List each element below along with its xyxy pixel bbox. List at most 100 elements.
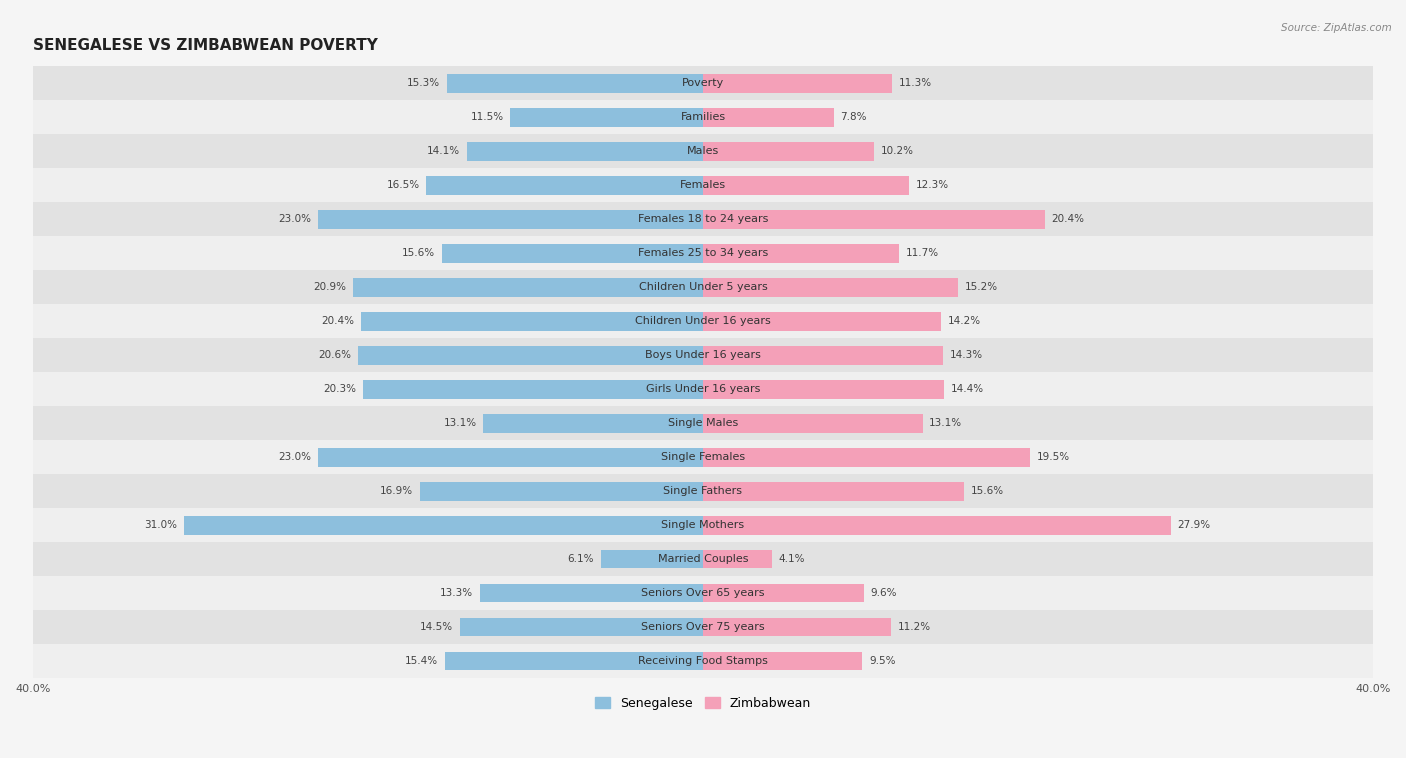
Bar: [479, 584, 703, 603]
Bar: [703, 380, 945, 399]
Bar: [32, 508, 1374, 542]
Text: 14.4%: 14.4%: [950, 384, 984, 394]
Text: 6.1%: 6.1%: [568, 554, 595, 564]
Bar: [184, 515, 703, 534]
Text: 14.1%: 14.1%: [427, 146, 460, 156]
Text: 13.1%: 13.1%: [444, 418, 477, 428]
Bar: [353, 278, 703, 296]
Text: Families: Families: [681, 112, 725, 122]
Bar: [703, 108, 834, 127]
Text: Single Fathers: Single Fathers: [664, 486, 742, 496]
Bar: [32, 610, 1374, 644]
Text: 4.1%: 4.1%: [779, 554, 804, 564]
Bar: [467, 142, 703, 161]
Text: Children Under 16 years: Children Under 16 years: [636, 316, 770, 326]
Text: Single Males: Single Males: [668, 418, 738, 428]
Text: Females 18 to 24 years: Females 18 to 24 years: [638, 215, 768, 224]
Text: 11.5%: 11.5%: [471, 112, 503, 122]
Text: 31.0%: 31.0%: [143, 520, 177, 530]
Text: 23.0%: 23.0%: [278, 215, 311, 224]
Bar: [361, 312, 703, 330]
Bar: [318, 448, 703, 466]
Text: Married Couples: Married Couples: [658, 554, 748, 564]
Bar: [32, 338, 1374, 372]
Text: 20.4%: 20.4%: [1052, 215, 1084, 224]
Bar: [32, 100, 1374, 134]
Text: Single Mothers: Single Mothers: [661, 520, 745, 530]
Bar: [363, 380, 703, 399]
Bar: [32, 304, 1374, 338]
Text: 15.3%: 15.3%: [406, 78, 440, 89]
Text: Females 25 to 34 years: Females 25 to 34 years: [638, 249, 768, 258]
Bar: [460, 618, 703, 637]
Text: Girls Under 16 years: Girls Under 16 years: [645, 384, 761, 394]
Bar: [441, 244, 703, 263]
Text: 13.3%: 13.3%: [440, 588, 474, 598]
Bar: [32, 576, 1374, 610]
Text: 10.2%: 10.2%: [880, 146, 914, 156]
Text: 20.9%: 20.9%: [314, 282, 346, 293]
Legend: Senegalese, Zimbabwean: Senegalese, Zimbabwean: [589, 691, 817, 715]
Bar: [703, 312, 941, 330]
Text: 20.3%: 20.3%: [323, 384, 356, 394]
Text: 11.7%: 11.7%: [905, 249, 939, 258]
Text: SENEGALESE VS ZIMBABWEAN POVERTY: SENEGALESE VS ZIMBABWEAN POVERTY: [32, 38, 378, 53]
Bar: [447, 74, 703, 92]
Bar: [703, 448, 1029, 466]
Text: 14.2%: 14.2%: [948, 316, 981, 326]
Bar: [32, 67, 1374, 100]
Bar: [703, 278, 957, 296]
Text: 15.4%: 15.4%: [405, 656, 439, 666]
Bar: [484, 414, 703, 433]
Bar: [703, 176, 910, 195]
Bar: [703, 618, 890, 637]
Bar: [703, 550, 772, 568]
Bar: [703, 210, 1045, 229]
Bar: [703, 74, 893, 92]
Bar: [420, 482, 703, 500]
Text: 9.6%: 9.6%: [870, 588, 897, 598]
Text: 15.6%: 15.6%: [972, 486, 1004, 496]
Bar: [703, 244, 898, 263]
Text: 11.2%: 11.2%: [897, 622, 931, 632]
Text: 20.4%: 20.4%: [322, 316, 354, 326]
Text: 27.9%: 27.9%: [1177, 520, 1211, 530]
Text: 15.2%: 15.2%: [965, 282, 997, 293]
Bar: [32, 475, 1374, 508]
Bar: [510, 108, 703, 127]
Text: 13.1%: 13.1%: [929, 418, 962, 428]
Bar: [703, 515, 1171, 534]
Text: 11.3%: 11.3%: [898, 78, 932, 89]
Text: 7.8%: 7.8%: [841, 112, 868, 122]
Bar: [318, 210, 703, 229]
Bar: [32, 372, 1374, 406]
Bar: [32, 644, 1374, 678]
Text: 14.3%: 14.3%: [949, 350, 983, 360]
Text: 9.5%: 9.5%: [869, 656, 896, 666]
Bar: [703, 346, 942, 365]
Text: Seniors Over 65 years: Seniors Over 65 years: [641, 588, 765, 598]
Text: 14.5%: 14.5%: [420, 622, 453, 632]
Text: Females: Females: [681, 180, 725, 190]
Bar: [357, 346, 703, 365]
Bar: [32, 542, 1374, 576]
Bar: [703, 584, 863, 603]
Text: 20.6%: 20.6%: [318, 350, 352, 360]
Bar: [426, 176, 703, 195]
Text: Boys Under 16 years: Boys Under 16 years: [645, 350, 761, 360]
Text: Poverty: Poverty: [682, 78, 724, 89]
Bar: [703, 414, 922, 433]
Bar: [703, 142, 875, 161]
Text: 16.9%: 16.9%: [380, 486, 413, 496]
Bar: [444, 652, 703, 670]
Bar: [32, 168, 1374, 202]
Text: Single Females: Single Females: [661, 453, 745, 462]
Text: Seniors Over 75 years: Seniors Over 75 years: [641, 622, 765, 632]
Bar: [32, 202, 1374, 236]
Text: 23.0%: 23.0%: [278, 453, 311, 462]
Text: Children Under 5 years: Children Under 5 years: [638, 282, 768, 293]
Bar: [703, 482, 965, 500]
Bar: [32, 134, 1374, 168]
Bar: [32, 406, 1374, 440]
Bar: [32, 271, 1374, 304]
